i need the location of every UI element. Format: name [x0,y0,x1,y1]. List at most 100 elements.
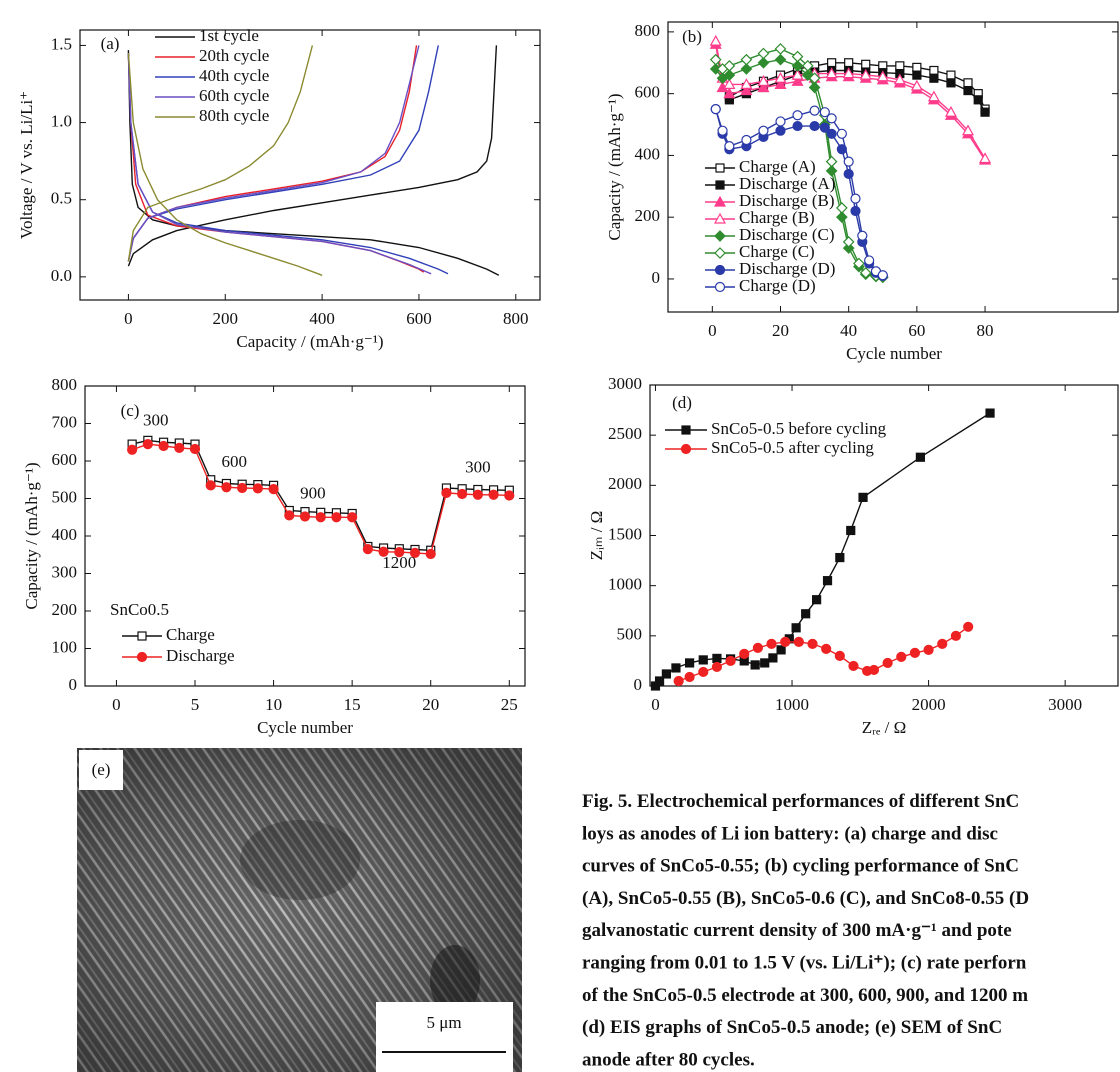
marker [682,445,691,454]
y-tick-label: 1.5 [51,34,72,53]
panel-label: (a) [101,34,120,53]
marker [699,667,708,676]
caption-line: (d) EIS graphs of SnCo5-0.5 anode; (e) S… [582,1017,1002,1038]
x-axis-label: Zᵣₑ / Ω [862,718,907,737]
x-axis-label: Cycle number [846,344,942,363]
marker [505,491,514,500]
y-axis-label: Capacity / (mAh·g⁻¹) [605,93,624,240]
legend-label: 60th cycle [199,86,269,105]
marker [682,426,690,434]
marker [718,126,727,135]
marker [715,248,725,258]
marker [792,624,800,632]
marker [883,658,892,667]
legend-label: 1st cycle [199,26,259,45]
panel-label: (d) [672,393,692,412]
legend-label: 20th cycle [199,46,269,65]
y-tick-label: 2500 [608,424,642,443]
y-axis-label: Capacity / (mAh·g⁻¹) [22,462,41,609]
x-tick-label: 5 [191,695,200,714]
caption: Fig. 5. Electrochemical performances of … [582,791,1029,1070]
marker [751,661,759,669]
marker [930,66,938,74]
marker [489,490,498,499]
marker [458,490,467,499]
marker [138,632,146,640]
caption-line: of the SnCo5-0.5 electrode at 300, 600, … [582,985,1028,1006]
marker [793,122,802,131]
marker [674,676,683,685]
marker [847,526,855,534]
caption-line: anode after 80 cycles. [582,1049,755,1070]
chart: 02004006008000.00.51.01.5Capacity / (mAh… [17,26,540,351]
legend: Charge (A)Discharge (A)Discharge (B)Char… [705,157,835,295]
marker [725,142,734,151]
marker [869,665,878,674]
figure: (e) 5 μm Fig. 5. Electrochemical perform… [0,0,1120,1072]
y-tick-label: 1000 [608,575,642,594]
marker [191,445,200,454]
x-axis-label: Cycle number [257,718,353,737]
x-tick-label: 60 [908,321,925,340]
marker [238,484,247,493]
marker [776,55,786,65]
marker [716,266,725,275]
marker [175,443,184,452]
y-tick-label: 3000 [608,374,642,393]
legend-label: Discharge [166,646,235,665]
marker [363,545,372,554]
legend-label: SnCo5-0.5 after cycling [711,438,874,457]
marker [253,484,262,493]
marker [715,231,725,241]
marker [316,513,325,522]
marker [206,481,215,490]
marker [824,577,832,585]
x-axis-label: Capacity / (mAh·g⁻¹) [236,332,383,351]
marker [285,511,294,520]
x-tick-label: 15 [344,695,361,714]
y-tick-label: 800 [635,21,661,40]
marker [844,157,853,166]
marker [776,44,786,54]
y-tick-label: 500 [617,625,643,644]
marker [951,631,960,640]
y-tick-label: 700 [52,412,78,431]
caption-line: curves of SnCo5-0.55; (b) cycling perfor… [582,856,1019,877]
annotation: 600 [222,452,248,471]
marker [767,639,776,648]
y-tick-label: 300 [52,562,78,581]
marker [769,654,777,662]
marker [128,445,137,454]
series-line [128,45,423,272]
legend-label: 80th cycle [199,106,269,125]
y-tick-label: 2000 [608,474,642,493]
x-tick-label: 0 [124,309,133,328]
y-tick-label: 400 [52,525,78,544]
marker [808,639,817,648]
marker [685,672,694,681]
y-tick-label: 0 [652,268,661,287]
plot-area [128,45,498,275]
marker [793,111,802,120]
marker [269,485,278,494]
series-line [128,45,431,273]
marker [442,488,451,497]
legend-label: Charge [166,625,215,644]
y-tick-label: 400 [635,144,661,163]
chart: 0204060800200400600800Cycle numberCapaci… [605,21,1118,363]
legend-label: Charge (D) [739,276,816,295]
marker [672,664,680,672]
y-tick-label: 0 [69,675,78,694]
x-tick-label: 20 [772,321,789,340]
sem-image: (e) 5 μm [77,748,522,1072]
marker [865,256,874,265]
caption-line: loys as anodes of Li ion battery: (a) ch… [582,823,998,844]
marker [781,637,790,646]
y-tick-label: 1.0 [51,111,72,130]
caption-line: (A), SnCo5-0.55 (B), SnCo5-0.6 (C), and … [582,888,1029,909]
marker [924,645,933,654]
marker [929,92,939,101]
marker [947,71,955,79]
marker [845,59,853,67]
